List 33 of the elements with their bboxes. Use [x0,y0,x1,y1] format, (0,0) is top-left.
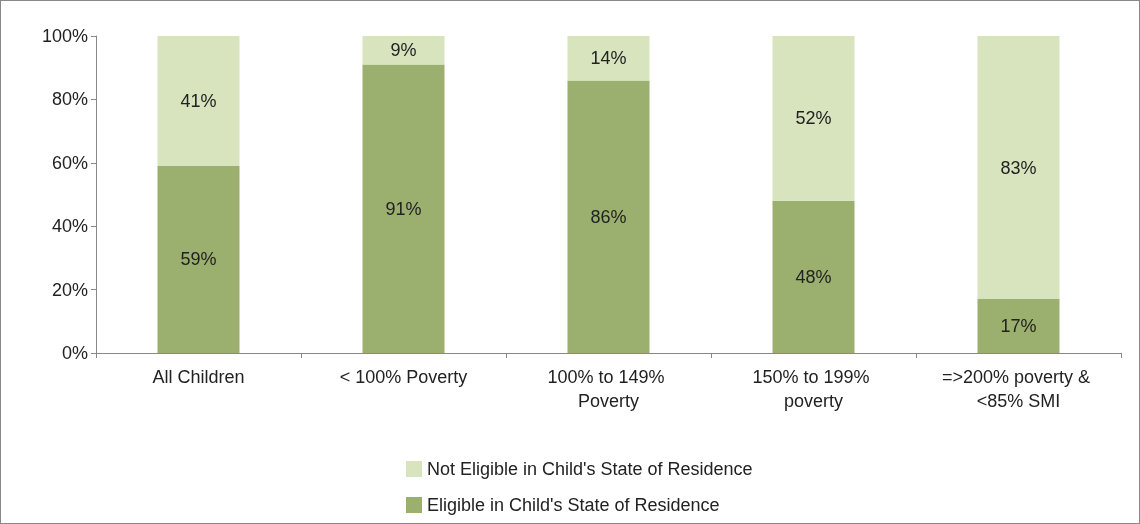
bar [362,64,445,353]
data-label: 91% [385,198,422,219]
bar [977,36,1060,300]
bar [362,36,445,65]
x-tick-label: < 100% Poverty [339,367,468,387]
y-tick-label: 100% [41,26,88,46]
x-tick-label: 100% to 149% Poverty [547,367,670,411]
data-label: 83% [1000,157,1037,178]
data-label: 59% [180,249,217,270]
data-label: 14% [590,48,627,69]
data-label: 52% [795,108,832,129]
data-label: 9% [390,40,417,61]
bar [772,200,855,353]
data-label: 17% [1000,316,1037,337]
data-label: 41% [180,90,217,111]
y-tick-label: 20% [51,279,88,300]
bar [567,80,650,353]
data-label: 86% [590,206,627,227]
bar [772,36,855,201]
legend-label: Not Eligible in Child's State of Residence [427,459,753,479]
y-tick-label: 40% [51,216,88,237]
bar [157,36,240,166]
bar [977,299,1060,353]
data-label: 48% [795,266,832,287]
bar [567,36,650,81]
x-tick-label: All Children [152,367,245,387]
legend-label: Eligible in Child's State of Residence [427,495,720,515]
bar [157,165,240,353]
x-tick-label: =>200% poverty & <85% SMI [941,367,1096,411]
y-tick-label: 0% [61,343,88,363]
y-tick-label: 60% [51,152,88,173]
y-tick-label: 80% [51,89,88,110]
x-tick-label: 150% to 199% poverty [752,367,875,411]
